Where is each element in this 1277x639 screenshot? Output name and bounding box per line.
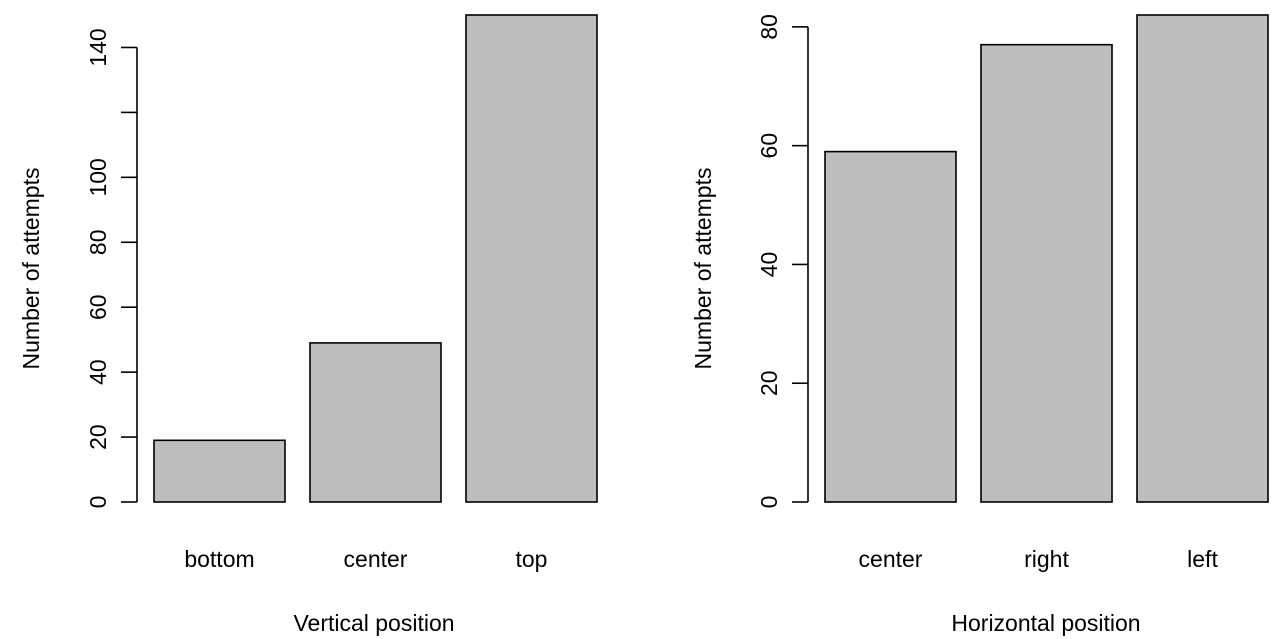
left-y-tick-label: 80 <box>85 229 111 255</box>
right-y-tick-label: 80 <box>756 14 782 40</box>
left-y-tick-label: 40 <box>85 359 111 385</box>
right-y-tick-label: 20 <box>756 370 782 396</box>
left-y-tick-label: 100 <box>85 158 111 196</box>
left-bar-bottom <box>153 439 286 503</box>
vertical-position-chart: bottom center top 0 20 40 60 80 100 140 Vertical p… <box>18 14 598 636</box>
right-y-tick-label: 40 <box>756 252 782 278</box>
horizontal-position-chart: center right left 0 20 40 60 80 Horizontal posit… <box>690 14 1269 636</box>
right-bar-right <box>980 43 1113 503</box>
left-x-tick-label: top <box>516 546 548 572</box>
left-y-axis-label: Number of attempts <box>18 168 44 370</box>
left-y-tick-label: 20 <box>85 424 111 450</box>
right-x-axis-label: Horizontal position <box>951 610 1140 636</box>
left-x-tick-label: center <box>344 546 408 572</box>
right-bar-center <box>824 150 957 503</box>
left-y-tick-label: 60 <box>85 294 111 320</box>
right-y-tick-label: 0 <box>756 496 782 509</box>
right-x-tick-label: right <box>1024 546 1069 572</box>
left-bar-center <box>309 342 442 503</box>
left-x-tick-label: bottom <box>184 546 254 572</box>
right-bar-left <box>1136 14 1269 503</box>
right-y-tick-label: 60 <box>756 133 782 159</box>
right-x-tick-label: left <box>1187 546 1218 572</box>
right-x-tick-label: center <box>859 546 923 572</box>
left-y-tick-label: 140 <box>85 28 111 66</box>
left-bar-top <box>465 14 598 503</box>
left-x-axis-label: Vertical position <box>293 610 454 636</box>
left-y-tick-label: 0 <box>85 496 111 509</box>
right-y-axis-label: Number of attempts <box>690 168 716 370</box>
